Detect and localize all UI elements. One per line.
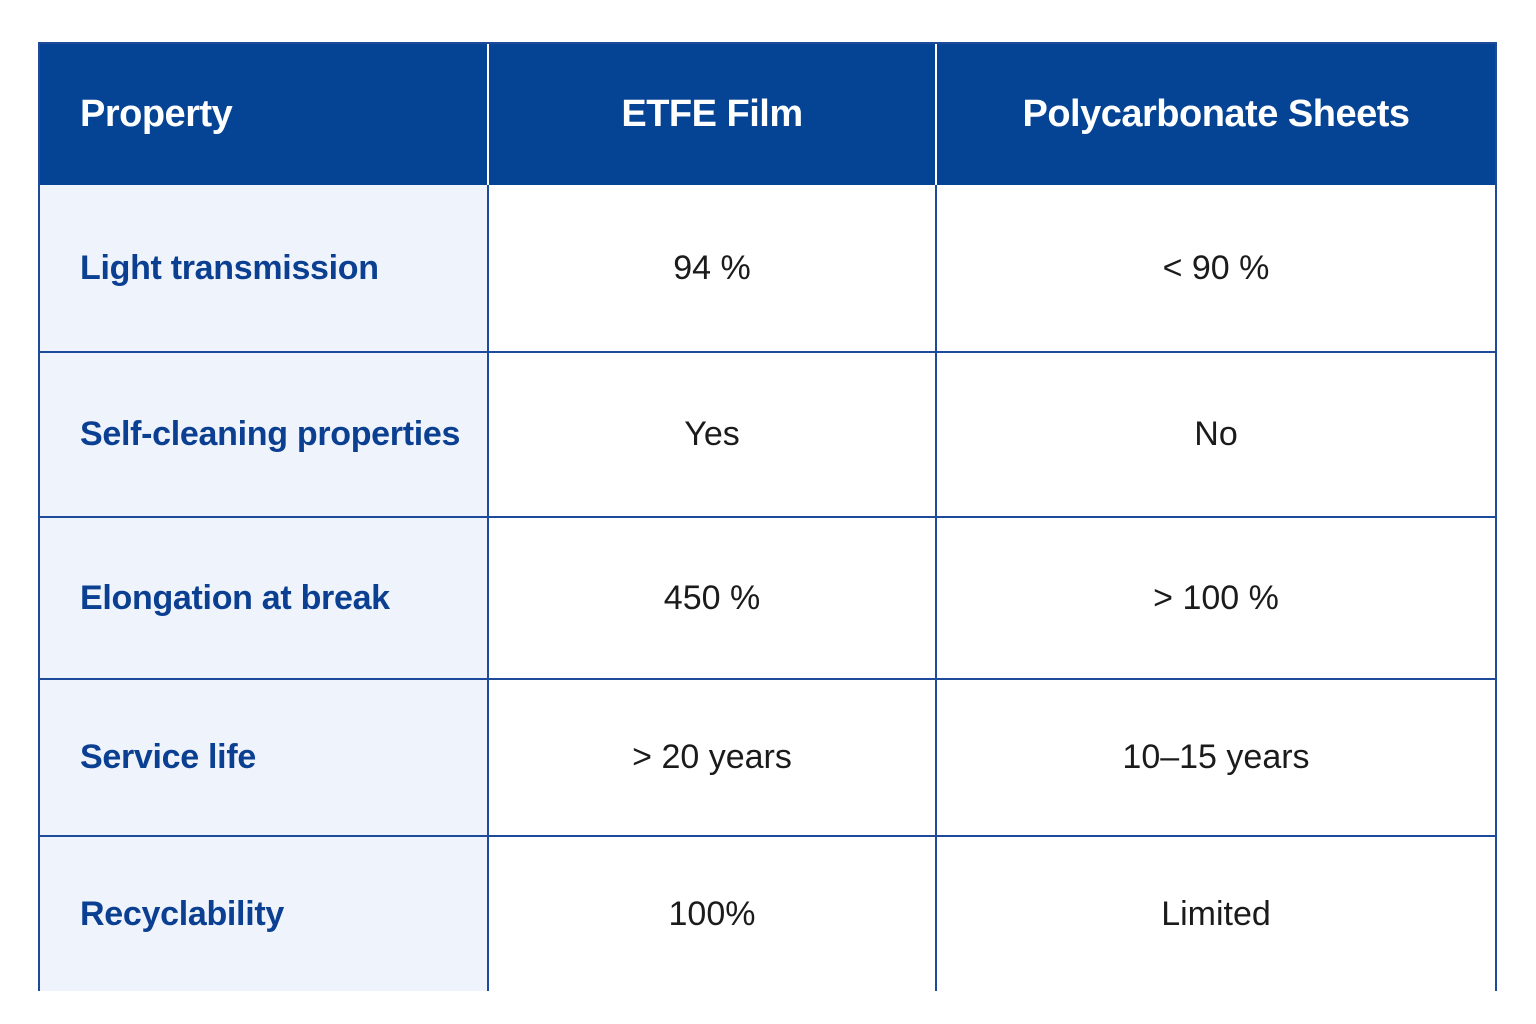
- etfe-value-cell: 94 %: [487, 185, 937, 353]
- polycarbonate-value-cell: 10–15 years: [935, 678, 1495, 837]
- header-etfe-film: ETFE Film: [488, 44, 937, 185]
- property-cell: Recyclability: [40, 835, 489, 991]
- table-row: Self-cleaning properties Yes No: [40, 351, 1495, 518]
- property-cell: Service life: [40, 678, 489, 837]
- polycarbonate-value-cell: > 100 %: [935, 516, 1495, 680]
- etfe-value-cell: 100%: [487, 835, 937, 991]
- table-row: Elongation at break 450 % > 100 %: [40, 516, 1495, 680]
- comparison-table-container: Property ETFE Film Polycarbonate Sheets …: [38, 42, 1497, 991]
- property-cell: Light transmission: [40, 185, 489, 353]
- etfe-value-cell: 450 %: [487, 516, 937, 680]
- table-row: Light transmission 94 % < 90 %: [40, 185, 1495, 353]
- header-property: Property: [40, 44, 489, 185]
- polycarbonate-value-cell: < 90 %: [935, 185, 1495, 353]
- property-cell: Self-cleaning properties: [40, 351, 489, 518]
- table-body: Light transmission 94 % < 90 % Self-clea…: [40, 185, 1495, 991]
- comparison-table: Property ETFE Film Polycarbonate Sheets …: [40, 44, 1495, 991]
- etfe-value-cell: Yes: [487, 351, 937, 518]
- etfe-value-cell: > 20 years: [487, 678, 937, 837]
- header-polycarbonate-sheets: Polycarbonate Sheets: [936, 44, 1495, 185]
- table-row: Service life > 20 years 10–15 years: [40, 678, 1495, 837]
- polycarbonate-value-cell: Limited: [935, 835, 1495, 991]
- polycarbonate-value-cell: No: [935, 351, 1495, 518]
- header-row: Property ETFE Film Polycarbonate Sheets: [40, 44, 1495, 185]
- table-row: Recyclability 100% Limited: [40, 835, 1495, 991]
- table-header: Property ETFE Film Polycarbonate Sheets: [40, 44, 1495, 185]
- property-cell: Elongation at break: [40, 516, 489, 680]
